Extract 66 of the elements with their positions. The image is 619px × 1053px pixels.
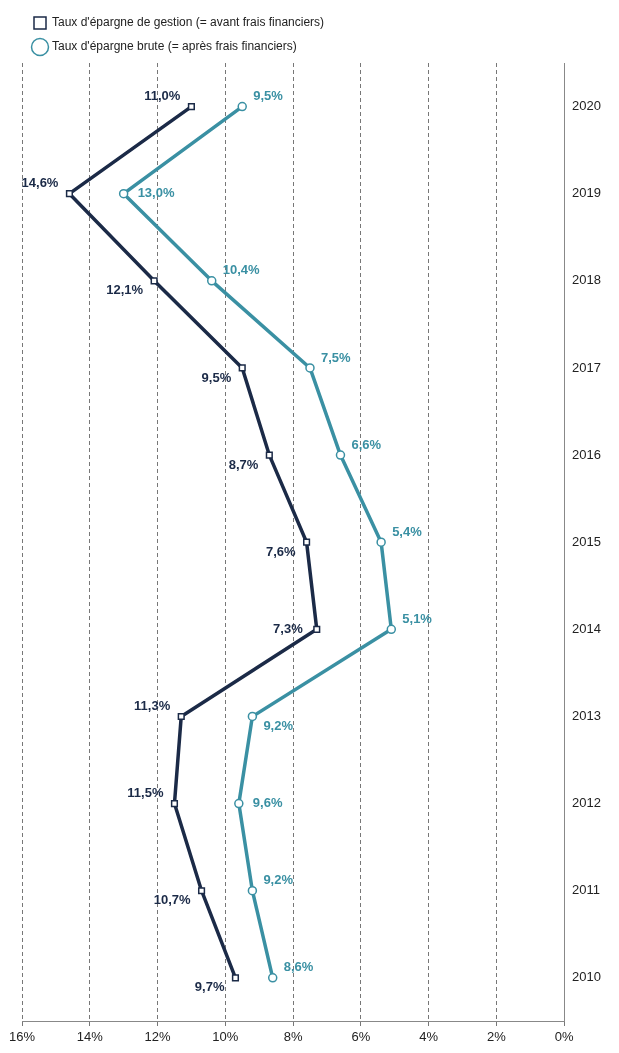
data-label: 7,5% xyxy=(320,349,352,365)
y-tick-label: 2010 xyxy=(572,969,601,985)
y-tick-label: 2011 xyxy=(572,882,601,898)
data-label: 10,4% xyxy=(222,262,261,278)
y-tick-label: 2013 xyxy=(572,708,601,724)
y-tick-label: 2012 xyxy=(572,795,601,811)
x-tick-label: 2% xyxy=(486,1028,507,1044)
point xyxy=(65,190,74,198)
data-label: 14,6% xyxy=(21,175,59,191)
x-tick-label: 4% xyxy=(419,1028,439,1044)
y-tick-label: 2015 xyxy=(572,533,601,549)
point xyxy=(234,798,244,809)
data-label: 9,2% xyxy=(263,872,294,888)
data-label: 5,4% xyxy=(392,523,423,539)
x-tick-label: 10% xyxy=(212,1028,239,1044)
data-label: 11,3% xyxy=(134,698,171,714)
data-label: 10,7% xyxy=(153,892,191,908)
data-label: 12,1% xyxy=(106,282,144,298)
x-tick-label: 6% xyxy=(351,1028,371,1044)
point xyxy=(376,537,386,547)
data-label: 7,6% xyxy=(265,543,297,559)
x-tick-label: 12% xyxy=(144,1028,171,1044)
data-label: 5,1% xyxy=(402,610,433,626)
data-label: 9,6% xyxy=(252,795,283,811)
data-label: 6,6% xyxy=(351,436,382,452)
y-tick-label: 2016 xyxy=(572,446,601,462)
point xyxy=(247,711,258,722)
point xyxy=(386,624,397,635)
point xyxy=(231,974,240,982)
data-label: 11,0% xyxy=(144,88,181,104)
point xyxy=(303,538,311,546)
point xyxy=(305,363,315,373)
data-label: 9,5% xyxy=(253,88,284,104)
point xyxy=(237,101,247,112)
y-tick-label: 2018 xyxy=(572,272,601,288)
data-label: 13,0% xyxy=(137,185,175,201)
point xyxy=(177,712,185,721)
data-label: 9,2% xyxy=(263,718,294,734)
point xyxy=(150,277,158,285)
point xyxy=(197,887,206,895)
data-label: 8,6% xyxy=(283,959,314,975)
y-tick-label: 2014 xyxy=(572,620,601,636)
point xyxy=(238,364,246,372)
y-tick-label: 2020 xyxy=(572,98,601,114)
y-tick-label: 2017 xyxy=(572,359,601,375)
point xyxy=(170,800,179,808)
legend-label: Taux d'épargne brute (= après frais financiers) xyxy=(52,39,297,54)
x-tick-label: 14% xyxy=(76,1028,104,1044)
point xyxy=(118,188,129,199)
point xyxy=(267,973,278,983)
x-tick-label: 8% xyxy=(283,1028,303,1044)
x-tick-label: 0% xyxy=(554,1028,574,1044)
data-label: 9,5% xyxy=(201,369,232,385)
legend-label: Taux d'épargne de gestion (= avant frais financiers) xyxy=(52,15,325,30)
data-label: 9,7% xyxy=(194,979,225,995)
point xyxy=(335,450,346,460)
point xyxy=(265,451,273,459)
point xyxy=(206,276,217,286)
point xyxy=(313,625,321,633)
data-label: 11,5% xyxy=(127,785,164,801)
data-label: 7,3% xyxy=(273,620,304,636)
point xyxy=(187,102,195,111)
data-label: 8,7% xyxy=(228,456,259,472)
point xyxy=(247,885,258,896)
x-tick-label: 16% xyxy=(8,1028,36,1044)
y-tick-label: 2019 xyxy=(572,185,601,201)
